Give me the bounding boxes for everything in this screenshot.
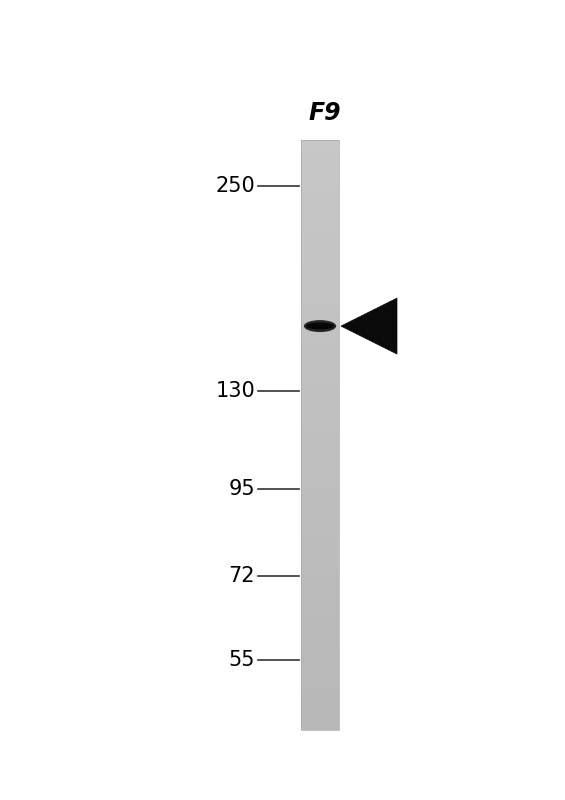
- Bar: [301, 218, 339, 229]
- Bar: [301, 189, 339, 199]
- Bar: [301, 140, 339, 730]
- Bar: [301, 209, 339, 218]
- Bar: [301, 229, 339, 238]
- Ellipse shape: [306, 322, 334, 330]
- Bar: [301, 376, 339, 386]
- Bar: [301, 337, 339, 346]
- Text: 72: 72: [228, 566, 255, 586]
- Bar: [301, 150, 339, 160]
- Polygon shape: [341, 298, 397, 354]
- Bar: [301, 366, 339, 376]
- Bar: [301, 543, 339, 553]
- Bar: [301, 415, 339, 425]
- Bar: [301, 632, 339, 642]
- Bar: [301, 592, 339, 602]
- Bar: [301, 179, 339, 189]
- Bar: [301, 514, 339, 523]
- Bar: [301, 474, 339, 484]
- Bar: [301, 346, 339, 356]
- Bar: [301, 278, 339, 287]
- Bar: [301, 199, 339, 209]
- Bar: [301, 307, 339, 317]
- Bar: [301, 553, 339, 563]
- Bar: [301, 710, 339, 720]
- Bar: [301, 258, 339, 268]
- Bar: [301, 268, 339, 278]
- Bar: [301, 494, 339, 504]
- Bar: [301, 523, 339, 534]
- Text: 250: 250: [215, 177, 255, 197]
- Bar: [301, 396, 339, 406]
- Bar: [301, 701, 339, 710]
- Bar: [301, 160, 339, 170]
- Bar: [301, 327, 339, 337]
- Bar: [301, 563, 339, 573]
- Text: F9: F9: [308, 101, 341, 125]
- Bar: [301, 720, 339, 730]
- Text: 55: 55: [228, 650, 255, 670]
- Bar: [301, 386, 339, 396]
- Text: 130: 130: [215, 381, 255, 401]
- Bar: [301, 504, 339, 514]
- Bar: [301, 317, 339, 327]
- Bar: [301, 287, 339, 298]
- Bar: [301, 651, 339, 661]
- Bar: [301, 140, 339, 150]
- Bar: [301, 298, 339, 307]
- Bar: [301, 690, 339, 701]
- Bar: [301, 612, 339, 622]
- Bar: [301, 435, 339, 445]
- Bar: [301, 425, 339, 435]
- Bar: [301, 465, 339, 474]
- Bar: [301, 484, 339, 494]
- Bar: [301, 671, 339, 681]
- Bar: [301, 445, 339, 454]
- Text: 95: 95: [228, 479, 255, 499]
- Bar: [301, 170, 339, 179]
- Bar: [301, 406, 339, 415]
- Bar: [301, 642, 339, 651]
- Ellipse shape: [304, 320, 336, 332]
- Bar: [301, 622, 339, 632]
- Bar: [301, 661, 339, 671]
- Bar: [301, 248, 339, 258]
- Bar: [301, 454, 339, 465]
- Bar: [301, 602, 339, 612]
- Bar: [301, 582, 339, 592]
- Bar: [301, 356, 339, 366]
- Bar: [301, 534, 339, 543]
- Bar: [301, 681, 339, 690]
- Bar: [301, 238, 339, 248]
- Bar: [301, 573, 339, 582]
